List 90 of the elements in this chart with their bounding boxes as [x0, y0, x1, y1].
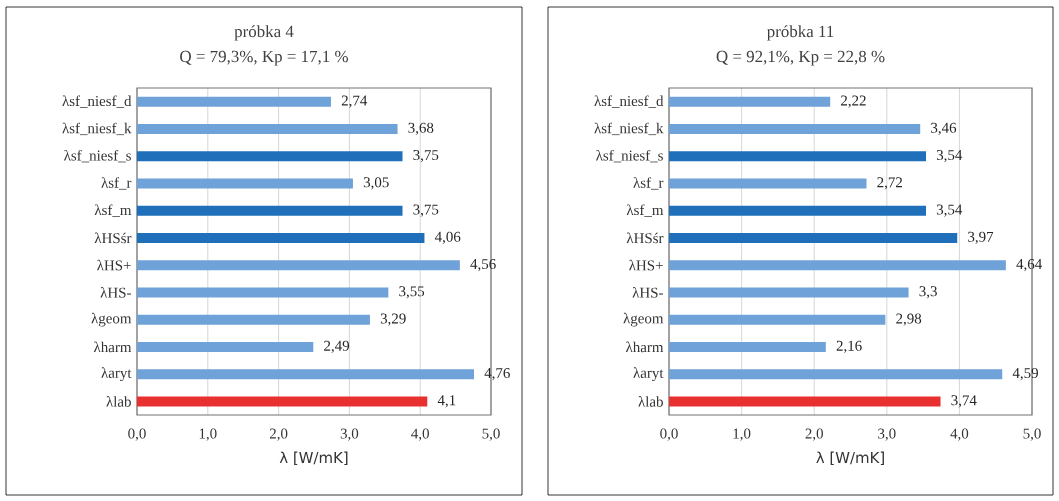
data-label: 2,22 [841, 95, 866, 108]
bar [669, 314, 886, 325]
x-tick-label: 3,0 [340, 428, 359, 441]
bar [137, 341, 314, 352]
data-label: 3,54 [936, 204, 963, 217]
bar [669, 341, 826, 352]
bar [669, 123, 921, 134]
data-label: 3,97 [968, 231, 994, 244]
y-tick-label: λharm [625, 341, 664, 353]
bar [669, 96, 831, 107]
y-tick-label: λsf_niesf_k [594, 122, 664, 136]
y-tick-label: λgeom [623, 312, 664, 327]
y-tick-label: λaryt [633, 367, 664, 381]
bar [137, 178, 353, 189]
chart-subtitle: Q = 92,1%, Kp = 22,8 % [716, 50, 885, 66]
x-tick-label: 4,0 [411, 428, 429, 441]
data-label: 2,98 [896, 313, 922, 326]
x-tick-label: 1,0 [733, 428, 751, 441]
x-tick-label: 2,0 [269, 428, 288, 441]
y-tick-label: λsf_niesf_s [64, 149, 131, 163]
data-label: 3,29 [380, 313, 406, 326]
data-label: 2,72 [877, 177, 902, 190]
y-tick-label: λHSśr [94, 232, 132, 244]
x-axis-title: λ [W/mK] [279, 451, 348, 465]
data-label: 4,1 [437, 395, 456, 408]
bar [137, 396, 428, 407]
data-label: 2,16 [836, 340, 862, 353]
data-label: 3,55 [399, 286, 425, 299]
y-tick-label: λharm [93, 341, 132, 353]
y-tick-label: λsf_niesf_k [62, 122, 132, 136]
y-tick-label: λaryt [101, 367, 132, 381]
x-tick-label: 0,0 [660, 428, 678, 441]
data-label: 3,54 [936, 150, 963, 163]
x-axis-title: λ [W/mK] [816, 451, 884, 465]
y-tick-label: λsf_r [101, 177, 132, 190]
bar [669, 396, 941, 407]
data-label: 4,06 [434, 231, 461, 244]
y-tick-label: λHSśr [626, 232, 664, 244]
y-tick-label: λHS+ [97, 259, 131, 271]
y-tick-label: λHS- [100, 287, 131, 298]
bar [137, 314, 370, 325]
data-label: 3,68 [408, 122, 434, 135]
bar [669, 151, 927, 162]
y-tick-label: λHS+ [629, 259, 663, 271]
y-tick-label: λsf_m [626, 204, 664, 217]
bar [669, 178, 867, 189]
y-tick-label: λsf_niesf_s [596, 149, 663, 163]
y-tick-label: λHS- [632, 287, 663, 298]
data-label: 4,64 [1016, 259, 1042, 272]
data-label: 3,05 [363, 177, 389, 190]
x-tick-label: 2,0 [805, 428, 823, 441]
x-tick-label: 4,0 [950, 428, 969, 441]
data-label: 3,3 [919, 286, 937, 299]
y-tick-label: λsf_m [94, 204, 132, 217]
bar [137, 369, 475, 380]
x-tick-label: 0,0 [128, 428, 146, 441]
x-tick-label: 1,0 [199, 428, 217, 441]
y-tick-label: λgeom [91, 312, 132, 327]
x-tick-label: 5,0 [1023, 428, 1041, 441]
chart-title: próbka 11 [766, 25, 834, 41]
bar [137, 260, 460, 271]
data-label: 3,46 [931, 122, 957, 135]
y-tick-label: λsf_niesf_d [62, 95, 132, 108]
y-tick-label: λlab [638, 396, 663, 407]
x-tick-label: 3,0 [878, 428, 896, 441]
bar [137, 287, 389, 298]
data-label: 4,76 [484, 368, 510, 381]
bar [137, 151, 403, 162]
chart-subtitle: Q = 79,3%, Kp = 17,1 % [180, 50, 348, 66]
y-tick-label: λlab [106, 396, 131, 407]
bar [137, 96, 331, 107]
x-tick-label: 5,0 [482, 428, 500, 441]
y-tick-label: λsf_niesf_d [594, 95, 664, 108]
data-label: 2,74 [341, 95, 368, 108]
data-label: 4,56 [470, 259, 496, 272]
data-label: 3,75 [413, 150, 439, 163]
y-tick-label: λsf_r [633, 177, 664, 190]
chart-title: próbka 4 [234, 25, 294, 41]
bar [669, 232, 958, 243]
bar [669, 260, 1006, 271]
bar [137, 123, 398, 134]
data-label: 3,74 [951, 395, 977, 408]
bar [669, 369, 1003, 380]
data-label: 2,49 [324, 340, 350, 353]
data-label: 3,75 [413, 204, 439, 217]
bar [669, 287, 909, 298]
bar [137, 205, 403, 216]
bar [669, 205, 927, 216]
data-label: 4,59 [1012, 368, 1038, 381]
bar [137, 232, 425, 243]
